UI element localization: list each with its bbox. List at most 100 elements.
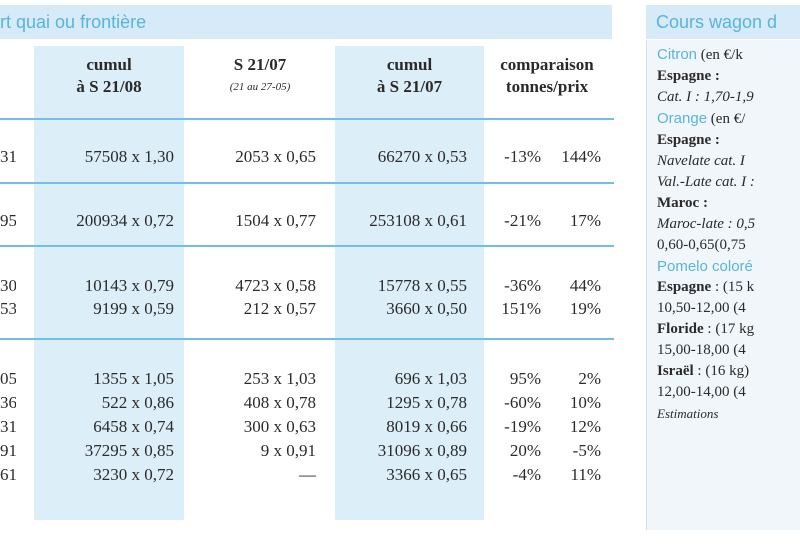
product-label-citron: Citron <box>657 46 698 63</box>
column-header-label: cumul <box>386 55 433 74</box>
cell-week-07: 300 x 0,63 <box>243 417 316 436</box>
cell-week-07: 408 x 0,78 <box>243 393 316 412</box>
cell-comparison-tonnes: -21% <box>504 211 541 230</box>
column-header-sub: à S 21/07 <box>376 77 443 96</box>
unit-text: : (15 k <box>711 279 755 295</box>
origin-maroc: Maroc : <box>657 195 708 211</box>
column-header-week-07: S 21/07 (21 au 27-05) <box>185 54 335 98</box>
unit-text: (en €/ <box>707 111 746 127</box>
estimations-note: Estimations <box>657 406 719 421</box>
cell-origin: 30 <box>0 276 16 295</box>
cell-comparison-prix: 11% <box>570 465 601 484</box>
cell-cumul-08: 6458 x 0,74 <box>93 417 174 436</box>
origin-espagne: Espagne : <box>657 132 720 148</box>
section-title-left: part quai ou frontière <box>0 12 147 32</box>
cell-cumul-07: 15778 x 0,55 <box>377 276 467 295</box>
cell-comparison-prix: 19% <box>569 299 601 318</box>
origin-espagne: Espagne <box>657 279 712 295</box>
cell-comparison-tonnes: -36% <box>504 276 541 295</box>
table-rule <box>0 118 614 120</box>
table-rule <box>0 182 614 184</box>
wagon-prices-panel: Citron (en €/k Espagne : Cat. I : 1,70-1… <box>646 40 800 530</box>
origin-floride: Floride <box>657 321 704 337</box>
price-line: 0,60-0,65(0,75 <box>657 237 746 253</box>
cell-cumul-08: 57508 x 1,30 <box>84 147 174 166</box>
cell-comparison-tonnes: -19% <box>504 417 541 436</box>
table-rule <box>0 245 614 247</box>
cell-cumul-08: 200934 x 0,72 <box>76 211 174 230</box>
cell-origin: 61 <box>0 465 16 484</box>
column-header-label: comparaison <box>500 55 594 74</box>
cell-comparison-prix: 44% <box>569 276 601 295</box>
cell-week-07: — <box>299 465 316 484</box>
cell-comparison-prix: -5% <box>572 441 601 460</box>
cell-week-07: 9 x 0,91 <box>260 441 316 460</box>
cell-origin: 95 <box>0 211 16 230</box>
cell-cumul-07: 696 x 1,03 <box>394 369 467 388</box>
column-shade-cumul-08 <box>34 46 184 520</box>
cell-cumul-07: 1295 x 0,78 <box>386 393 467 412</box>
column-header-comparison: comparaison tonnes/prix <box>484 54 610 98</box>
cell-week-07: 1504 x 0,77 <box>235 211 316 230</box>
price-line: Navelate cat. I <box>657 153 745 169</box>
cell-cumul-07: 31096 x 0,89 <box>377 441 467 460</box>
unit-text: (en €/k <box>697 47 743 63</box>
cell-cumul-07: 253108 x 0,61 <box>369 211 467 230</box>
column-header-sub: (21 au 27-05) <box>229 81 291 93</box>
column-header-label: S 21/07 <box>233 55 287 74</box>
cell-origin: 53 <box>0 299 16 318</box>
column-header-sub: tonnes/prix <box>505 77 589 96</box>
cell-cumul-07: 3366 x 0,65 <box>386 465 467 484</box>
cell-cumul-08: 9199 x 0,59 <box>93 299 174 318</box>
cell-cumul-07: 8019 x 0,66 <box>386 417 467 436</box>
cell-comparison-tonnes: -60% <box>504 393 541 412</box>
price-line: Maroc-late : 0,5 <box>657 216 756 232</box>
panel-line-espagne: Espagne : (15 k <box>657 277 800 298</box>
cell-cumul-07: 3660 x 0,50 <box>386 299 467 318</box>
cell-comparison-tonnes: -13% <box>504 147 541 166</box>
cell-comparison-prix: 10% <box>569 393 601 412</box>
cell-week-07: 4723 x 0,58 <box>235 276 316 295</box>
cell-comparison-prix: 2% <box>578 369 601 388</box>
cell-cumul-08: 522 x 0,86 <box>101 393 174 412</box>
price-line: Val.-Late cat. I : <box>657 174 755 190</box>
origin-espagne: Espagne : <box>657 68 720 84</box>
panel-line-citron: Citron (en €/k <box>657 44 800 66</box>
cell-cumul-08: 3230 x 0,72 <box>93 465 174 484</box>
panel-line-floride: Floride : (17 kg <box>657 319 800 340</box>
cell-origin: 05 <box>0 369 16 388</box>
cell-week-07: 212 x 0,57 <box>243 299 316 318</box>
column-header-cumul-07: cumul à S 21/07 <box>335 54 484 98</box>
cell-comparison-tonnes: 151% <box>501 299 541 318</box>
column-header-sub: à S 21/08 <box>76 77 142 96</box>
cell-origin: 31 <box>0 147 16 166</box>
cell-comparison-prix: 12% <box>569 417 601 436</box>
cell-cumul-07: 66270 x 0,53 <box>377 147 467 166</box>
section-header-right: Cours wagon d <box>646 5 800 39</box>
section-header-left: part quai ou frontière <box>0 5 612 39</box>
cell-comparison-prix: 144% <box>561 147 601 166</box>
cell-comparison-tonnes: -4% <box>512 465 541 484</box>
cell-cumul-08: 1355 x 1,05 <box>93 369 174 388</box>
cell-week-07: 2053 x 0,65 <box>235 147 316 166</box>
product-label-pomelo: Pomelo coloré <box>657 258 753 275</box>
unit-text: : (16 kg) <box>693 363 750 379</box>
column-header-label: cumul <box>86 55 132 74</box>
price-line: 10,50-12,00 (4 <box>657 300 746 316</box>
panel-line-israel: Israël : (16 kg) <box>657 361 800 382</box>
product-label-orange: Orange <box>657 110 708 127</box>
price-line: Cat. I : 1,70-1,9 <box>657 89 754 105</box>
column-header-cumul-08: cumul à S 21/08 <box>34 54 184 98</box>
section-title-right: Cours wagon d <box>656 12 778 32</box>
price-line: 15,00-18,00 (4 <box>657 342 746 358</box>
column-header-sub: ǝ <box>0 54 10 76</box>
cell-week-07: 253 x 1,03 <box>243 369 316 388</box>
cell-comparison-prix: 17% <box>569 211 601 230</box>
cell-cumul-08: 37295 x 0,85 <box>84 441 174 460</box>
cell-origin: 91 <box>0 441 16 460</box>
cell-cumul-08: 10143 x 0,79 <box>84 276 174 295</box>
table-rule <box>0 338 614 340</box>
origin-israel: Israël <box>657 363 694 379</box>
column-shade-cumul-07 <box>335 46 484 520</box>
column-header-origin: ǝ <box>0 54 10 76</box>
